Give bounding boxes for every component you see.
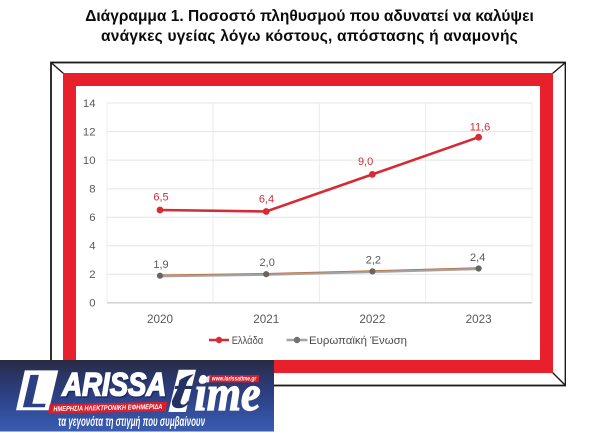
svg-text:8: 8 (89, 184, 95, 196)
svg-text:ime: ime (195, 364, 261, 420)
svg-text:2022: 2022 (359, 313, 385, 326)
svg-text:1,9: 1,9 (153, 259, 168, 271)
svg-text:www.larissatime.gr: www.larissatime.gr (212, 376, 257, 382)
svg-text:12: 12 (83, 126, 96, 138)
svg-text:10: 10 (83, 155, 96, 167)
svg-text:4: 4 (89, 241, 95, 253)
svg-text:6: 6 (89, 212, 95, 224)
svg-text:2,0: 2,0 (260, 257, 275, 269)
svg-text:2021: 2021 (253, 313, 279, 326)
svg-text:6,5: 6,5 (153, 192, 168, 204)
svg-text:Ελλάδα: Ελλάδα (232, 335, 264, 347)
svg-text:0: 0 (89, 298, 95, 310)
svg-text:2,4: 2,4 (470, 252, 485, 264)
svg-text:ARISSA: ARISSA (61, 366, 166, 402)
svg-text:11,6: 11,6 (470, 122, 491, 134)
svg-text:2: 2 (89, 269, 95, 281)
svg-text:14: 14 (83, 98, 96, 110)
svg-text:6,4: 6,4 (259, 194, 274, 206)
svg-text:9,0: 9,0 (358, 156, 373, 168)
svg-text:2023: 2023 (466, 313, 492, 326)
svg-text:ARISSA: ARISSA (63, 367, 168, 403)
svg-text:2,2: 2,2 (366, 254, 381, 266)
svg-text:ΗΜΕΡΗΣΙΑ ΗΛΕΚΤΡΟΝΙΚΗ ΕΦΗΜΕΡΙΔΑ: ΗΜΕΡΗΣΙΑ ΗΛΕΚΤΡΟΝΙΚΗ ΕΦΗΜΕΡΙΔΑ (53, 404, 162, 413)
svg-text:τα γεγονότα τη στιγμή που συμβ: τα γεγονότα τη στιγμή που συμβαίνουν (58, 413, 205, 428)
svg-text:Ευρωπαϊκή Ένωση: Ευρωπαϊκή Ένωση (309, 335, 407, 347)
svg-text:2020: 2020 (147, 313, 174, 326)
